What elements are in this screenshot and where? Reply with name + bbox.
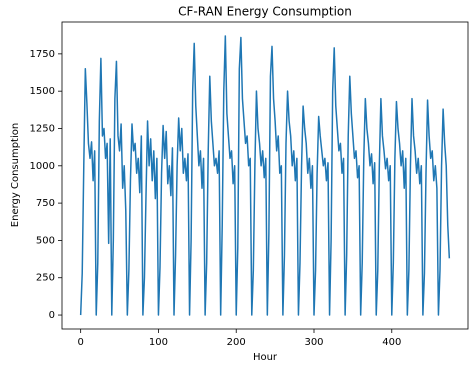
x-tick-label: 0	[77, 337, 83, 348]
y-tick-label: 500	[36, 235, 55, 246]
plot-frame	[61, 21, 469, 330]
chart-title: CF-RAN Energy Consumption	[178, 5, 352, 19]
x-tick-label: 200	[227, 337, 246, 348]
x-tick-label: 100	[149, 337, 168, 348]
y-tick-label: 1750	[30, 49, 55, 60]
x-tick-label: 300	[304, 337, 323, 348]
y-tick-label: 1500	[30, 86, 55, 97]
x-tick-label: 400	[382, 337, 401, 348]
y-tick-label: 250	[36, 273, 55, 284]
y-tick-label: 750	[36, 198, 55, 209]
y-tick-label: 1250	[30, 123, 55, 134]
y-tick-label: 1000	[30, 161, 55, 172]
x-axis-label: Hour	[253, 352, 278, 363]
y-tick-label: 0	[49, 310, 55, 321]
y-axis-label: Energy Consumption	[10, 123, 21, 227]
data-line	[79, 35, 451, 316]
